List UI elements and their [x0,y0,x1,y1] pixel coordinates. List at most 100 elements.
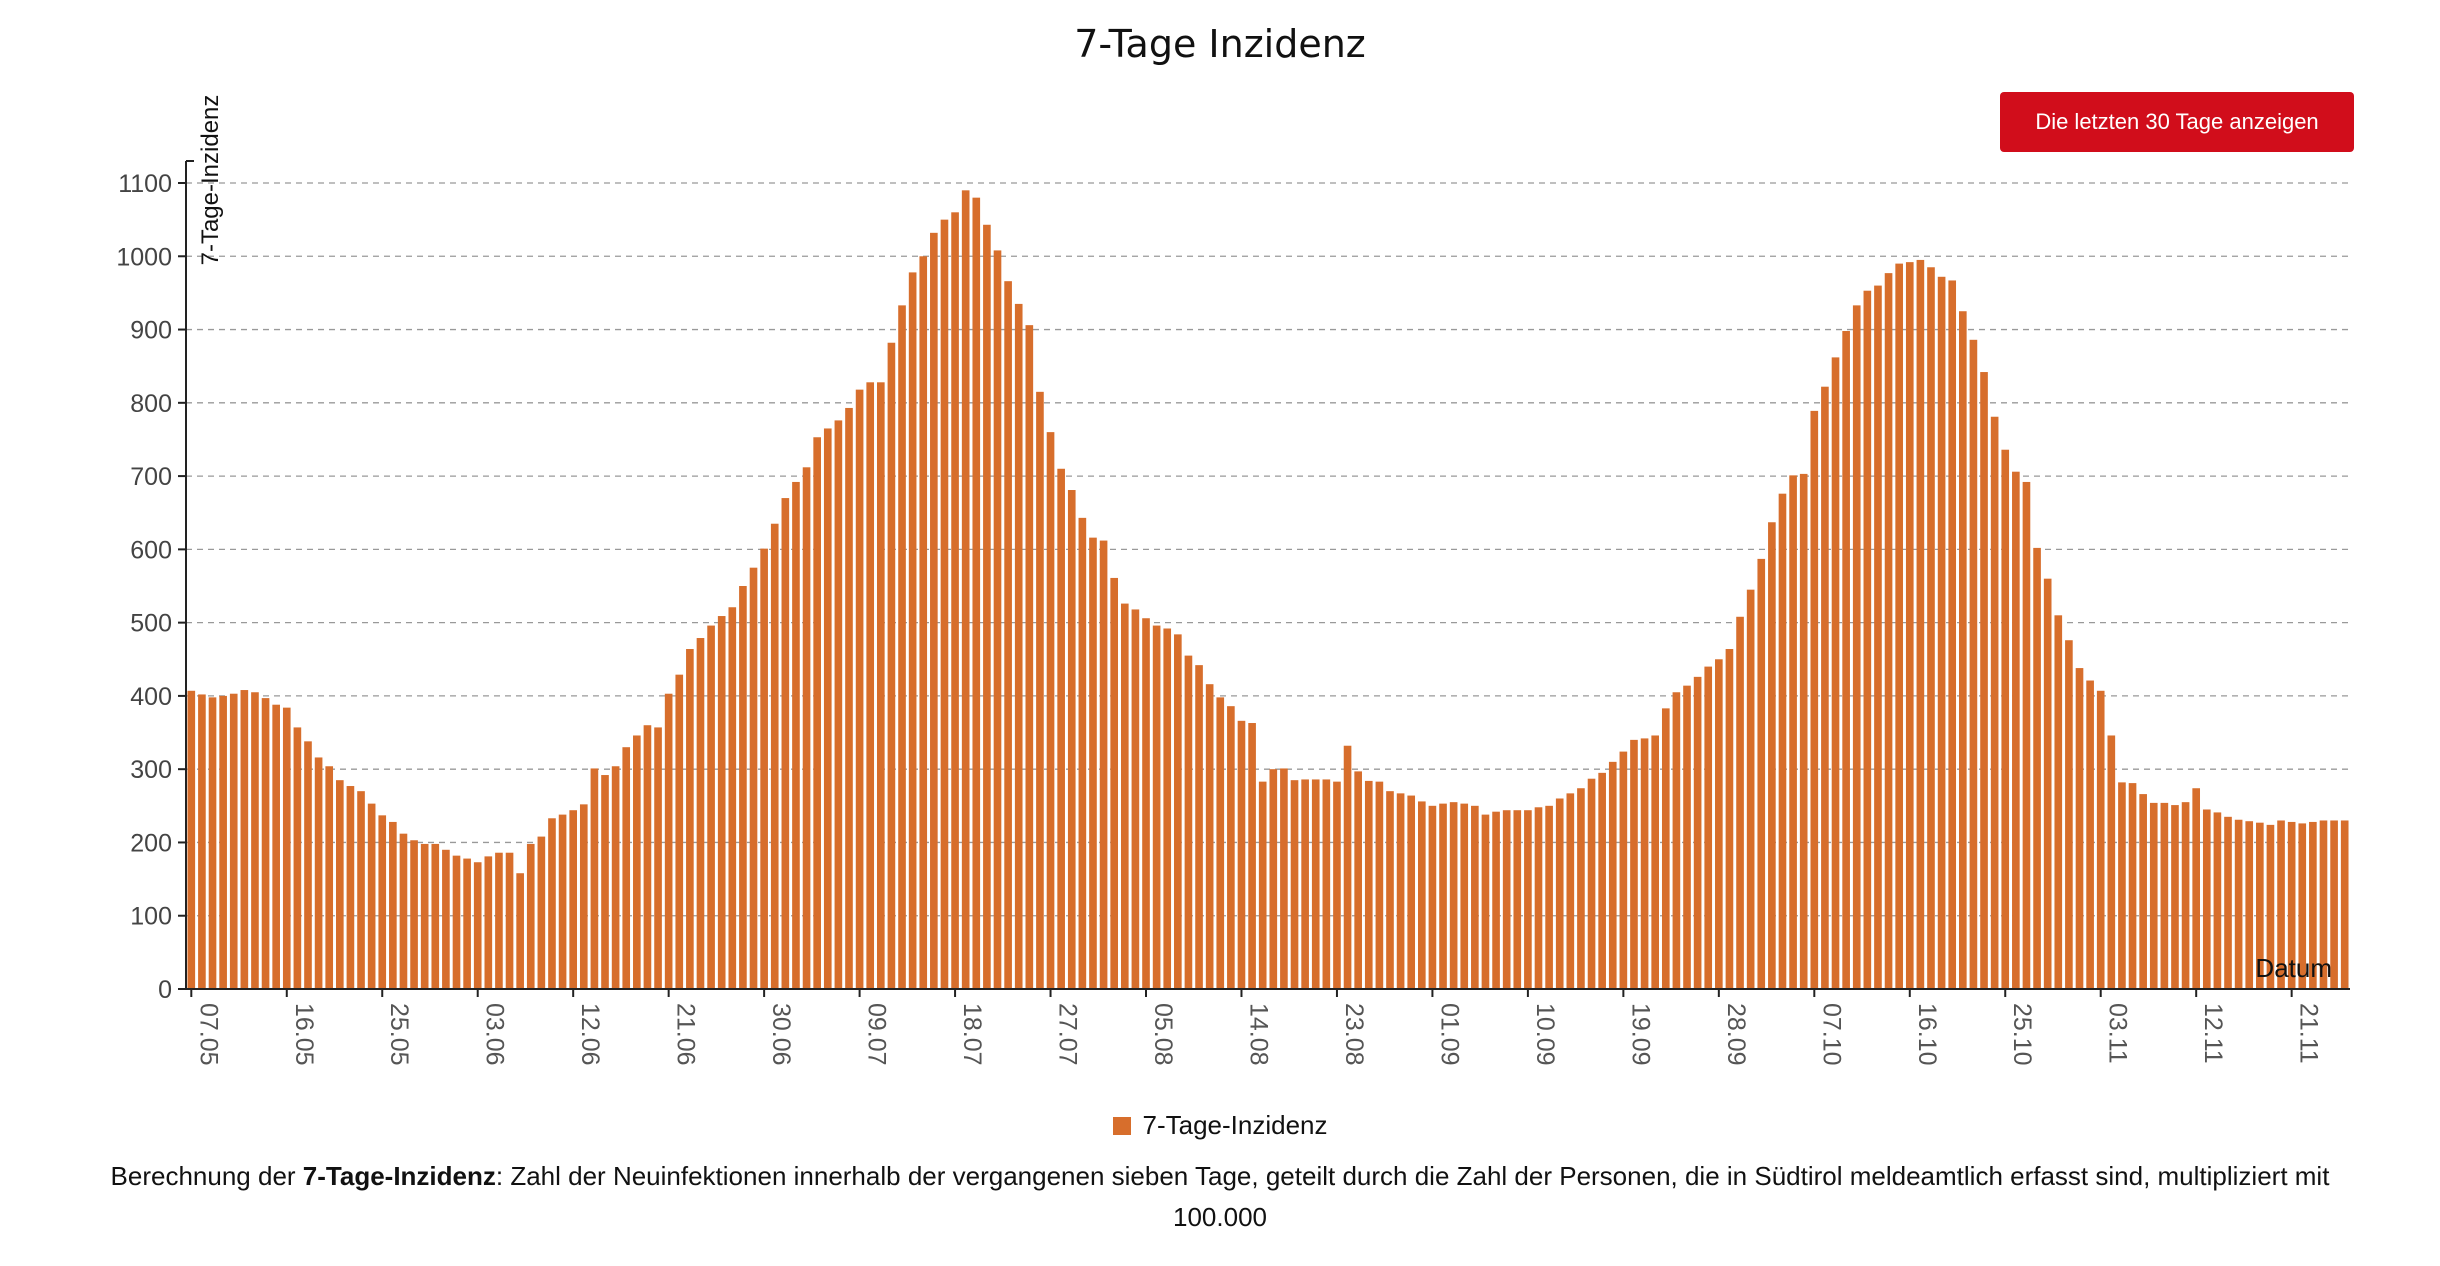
bar [1619,751,1628,989]
bar [760,548,768,989]
bar [2256,822,2264,989]
bar [855,389,864,989]
bar [219,695,227,989]
x-tick-label: 27.07 [1054,1003,1082,1066]
bar [2277,820,2285,989]
y-tick-label: 1000 [116,243,172,271]
bar [2202,809,2211,989]
bar [1195,665,1203,989]
x-tick-label: 12.11 [2199,1003,2227,1064]
bar [1269,769,1278,989]
bar [1343,745,1352,989]
y-tick-label: 400 [130,683,172,711]
x-tick-label: 30.06 [767,1003,795,1066]
bar [558,814,567,989]
bar [1672,692,1681,989]
x-tick-label: 16.05 [290,1003,318,1066]
bar [1110,577,1119,989]
bar [2149,802,2158,989]
incidence-chart: 0 100 200 300 400 500 600 700 800 900 1000 1100 07.… [116,95,2350,1066]
bar [2287,821,2296,989]
bar [834,420,843,989]
bar [1025,325,1034,990]
bar [1587,778,1596,989]
x-axis-label: Datum [2255,953,2332,983]
chart-title: 7-Tage Inzidenz [1074,22,1366,66]
bar [1704,666,1713,989]
bar [1842,331,1850,990]
bar [1736,616,1744,989]
bar [2171,805,2179,989]
bar [1821,386,1829,989]
bar [696,638,705,989]
bar [622,747,631,989]
note-prefix: Berechnung der [110,1161,303,1191]
bar [495,852,503,989]
x-tick-label: 23.08 [1340,1003,1368,1066]
bar [1905,262,1914,990]
bar [1152,625,1161,989]
y-tick-label: 0 [158,976,172,1004]
bar [1789,475,1797,990]
bar [261,698,270,989]
bar [2128,783,2137,989]
bar [1046,432,1055,989]
bar [579,804,588,989]
note-suffix: : Zahl der Neuinfektionen innerhalb der … [495,1161,2330,1232]
bar [1471,805,1479,989]
bar [293,727,302,989]
bar [2181,802,2190,989]
x-tick-label: 25.10 [2008,1003,2036,1066]
bar [802,467,811,989]
bar [378,815,387,989]
x-tick-label: 05.08 [1149,1003,1177,1066]
bar [1534,807,1543,989]
bar [2298,823,2307,989]
bar [452,855,461,989]
bar [1683,685,1691,989]
x-tick-label: 18.07 [958,1003,986,1066]
bar [707,625,715,989]
bar [1651,735,1660,989]
bar [1746,589,1755,989]
bar [876,382,885,989]
bar [1364,780,1373,989]
y-tick-label: 100 [130,903,172,931]
bar [2192,788,2201,989]
bar [717,616,726,989]
bar [272,704,280,989]
bar [1322,779,1331,989]
bar [728,607,737,989]
bar [1715,659,1723,989]
bar [1386,791,1394,989]
bar [1174,634,1182,989]
show-last-30-days-button[interactable]: Die letzten 30 Tage anzeigen [2000,92,2354,152]
x-tick-label: 03.11 [2104,1003,2132,1064]
bar [1057,468,1065,989]
bar [1661,708,1670,989]
bar [2096,690,2105,989]
bar [601,775,609,989]
x-tick-label: 03.06 [481,1003,509,1066]
legend-label: 7-Tage-Inzidenz [1142,1110,1328,1140]
bar [654,727,662,989]
bar [1014,303,1023,989]
bar [1375,781,1384,989]
bar [1545,805,1553,989]
bar [229,693,238,989]
bar [2224,816,2232,989]
bar [463,858,471,989]
bar [2139,794,2147,989]
bar [2245,821,2254,989]
bar [2107,735,2116,989]
bar [1481,814,1490,989]
bar [590,768,599,989]
x-tick-label: 07.10 [1817,1003,1845,1066]
bar [1640,738,1649,989]
bar [1513,810,1522,989]
bar [1502,810,1511,989]
x-tick-label: 07.05 [194,1003,222,1066]
bar [526,843,535,989]
y-tick-label: 500 [130,610,172,638]
bar [919,256,928,990]
